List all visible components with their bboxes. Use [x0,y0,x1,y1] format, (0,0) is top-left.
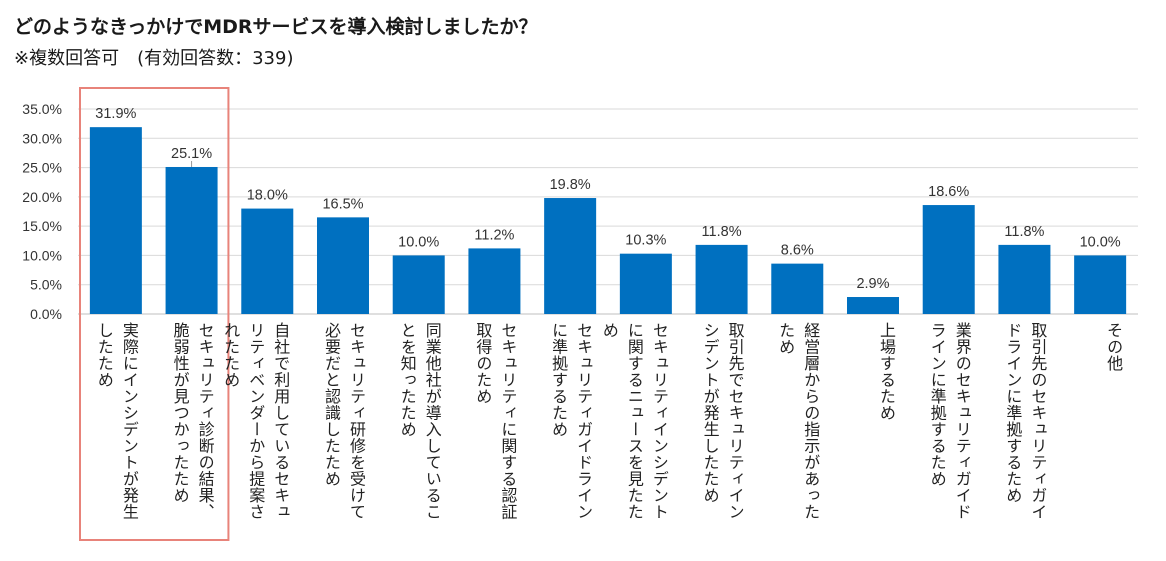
bar [468,248,521,314]
data-label: 19.8% [550,177,591,193]
x-category-label: 実際にインシデントが発生したため [94,322,139,520]
bar [317,217,369,314]
x-category-label: 取引先のセキュリティガイドラインに準拠するため [1003,322,1048,520]
x-category-label: セキュリティ研修を受けて必要だと認識したため [322,322,366,520]
bar [241,208,294,314]
y-tick-label: 15.0% [22,218,62,234]
x-category-label: 業界のセキュリティガイドラインに準拠するため [927,322,972,520]
x-category-label: 同業他社が導入していることを知ったため [397,322,442,520]
data-label: 10.3% [625,233,666,249]
y-tick-label: 0.0% [30,306,62,322]
bar [544,198,597,314]
bar [771,263,824,314]
x-category-label: セキュリティガイドラインに準拠するため [549,322,594,520]
y-tick-label: 20.0% [22,189,62,205]
y-tick-label: 25.0% [22,160,62,176]
x-category-label: セキュリティに関する認証取得のため [473,322,518,520]
bar [165,166,218,314]
x-category-label: 取引先でセキュリティインシデントが発生したため [700,322,745,520]
x-category-label: セキュリティインシデントに関するニュースを見たため [599,322,669,520]
y-tick-label: 5.0% [30,277,62,293]
x-category-label: セキュリティ診断の結果、脆弱性が見つかったため [170,322,215,520]
data-label: 16.5% [322,196,363,212]
x-category-label: 自社で利用しているセキュリティベンダーから提案されたため [221,322,291,520]
bar [89,127,142,315]
data-label: 8.6% [781,243,814,259]
bar [619,253,672,314]
bar [1074,255,1127,314]
data-label: 18.0% [247,188,288,204]
data-label: 18.6% [928,184,969,200]
chart-subtitle: ※複数回答可 (有効回答数：339) [14,48,294,69]
y-tick-label: 10.0% [22,247,62,263]
data-label: 10.0% [398,234,439,250]
data-label: 11.8% [702,224,742,240]
data-label: 2.9% [856,276,889,292]
y-tick-label: 30.0% [22,130,62,146]
x-category-label: 経営層からの指示があったため [776,322,821,520]
data-label: 25.1% [171,146,212,162]
y-tick-label: 35.0% [22,101,62,117]
x-category-label: その他 [1104,322,1124,372]
data-label: 11.8% [1004,224,1044,240]
chart-title: どのようなきっかけでMDRサービスを導入検討しましたか？ [14,16,538,38]
data-label: 11.2% [474,227,514,243]
bar [695,244,748,314]
data-label: 10.0% [1080,234,1121,250]
bar [847,297,899,314]
bar [392,255,445,314]
data-label: 31.9% [95,106,136,122]
highlight-box [79,87,230,541]
bar [998,244,1051,314]
bar [922,205,975,314]
x-category-label: 上場するため [877,322,896,421]
